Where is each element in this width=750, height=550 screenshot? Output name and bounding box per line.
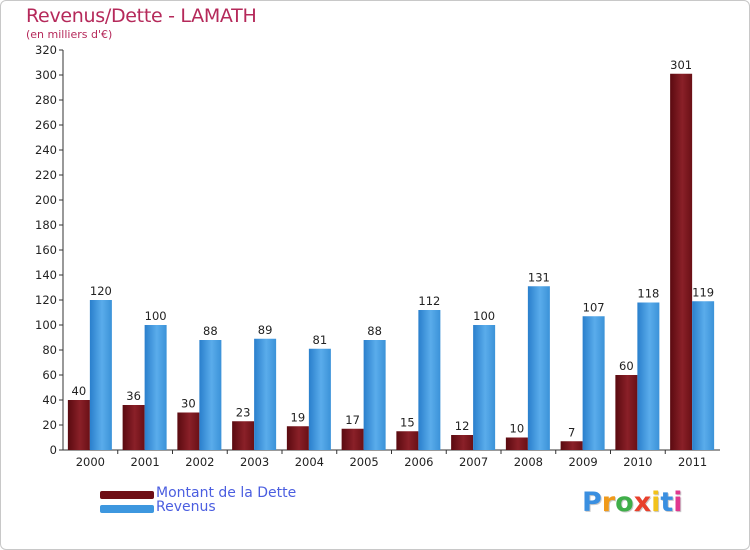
data-label-dette: 12 xyxy=(455,419,470,433)
data-label-revenus: 100 xyxy=(473,309,495,323)
bar-dette xyxy=(615,375,638,450)
x-tick-label: 2003 xyxy=(240,455,269,469)
data-label-dette: 36 xyxy=(126,389,141,403)
chart-title: Revenus/Dette - LAMATH xyxy=(26,5,257,27)
data-label-dette: 7 xyxy=(568,425,575,439)
bar-dette xyxy=(67,400,90,450)
bar-dette xyxy=(505,437,528,450)
bar-revenus xyxy=(692,301,715,450)
bar-dette xyxy=(396,431,419,450)
data-label-dette: 60 xyxy=(619,359,634,373)
y-tick-label: 60 xyxy=(42,368,57,382)
data-label-revenus: 100 xyxy=(145,309,167,323)
y-tick-label: 40 xyxy=(42,393,57,407)
logo-letter: t xyxy=(660,487,674,518)
data-label-revenus: 107 xyxy=(583,300,605,314)
y-tick-label: 120 xyxy=(35,293,57,307)
data-label-dette: 19 xyxy=(291,410,306,424)
data-label-revenus: 119 xyxy=(692,285,714,299)
bar-revenus xyxy=(308,348,331,450)
logo-letter: o xyxy=(615,487,634,518)
data-label-revenus: 89 xyxy=(258,323,273,337)
logo-letter: i xyxy=(673,487,683,518)
bar-revenus xyxy=(89,300,112,450)
bar-dette xyxy=(177,412,200,450)
bar-dette xyxy=(232,421,255,450)
bar-revenus xyxy=(363,340,386,450)
bar-dette xyxy=(122,405,145,450)
y-tick-label: 160 xyxy=(35,243,57,257)
data-label-dette: 301 xyxy=(670,58,692,72)
y-tick-label: 80 xyxy=(42,343,57,357)
x-tick-label: 2000 xyxy=(76,455,105,469)
data-label-dette: 30 xyxy=(181,397,196,411)
data-label-revenus: 131 xyxy=(528,270,550,284)
y-tick-label: 200 xyxy=(35,193,57,207)
data-label-dette: 40 xyxy=(72,384,87,398)
x-tick-label: 2005 xyxy=(349,455,378,469)
y-tick-label: 260 xyxy=(35,118,57,132)
chart-subtitle: (en milliers d'€) xyxy=(26,28,113,41)
x-tick-label: 2006 xyxy=(404,455,433,469)
x-tick-label: 2008 xyxy=(514,455,543,469)
legend-label-revenus: Revenus xyxy=(156,499,216,515)
y-tick-label: 100 xyxy=(35,318,57,332)
logo-letter: i xyxy=(651,487,661,518)
proxiti-logo: Proxiti xyxy=(582,487,683,518)
logo-letter: r xyxy=(601,487,616,518)
data-label-dette: 15 xyxy=(400,415,415,429)
bar-revenus xyxy=(254,338,277,450)
bar-revenus xyxy=(582,316,605,450)
y-tick-label: 180 xyxy=(35,218,57,232)
y-tick-label: 240 xyxy=(35,143,57,157)
bar-revenus xyxy=(473,325,496,450)
x-tick-label: 2001 xyxy=(130,455,159,469)
bar-dette xyxy=(560,441,583,450)
chart-labels: 40 120 36 100 30 88 23 89 19 81 17 88 15 112 12 100 10 13… xyxy=(72,58,715,440)
logo-letter: x xyxy=(633,487,652,518)
y-tick-label: 320 xyxy=(35,43,57,57)
y-tick-label: 280 xyxy=(35,93,57,107)
bar-revenus xyxy=(418,310,441,450)
data-label-revenus: 88 xyxy=(367,324,382,338)
y-tick-label: 300 xyxy=(35,68,57,82)
data-label-revenus: 88 xyxy=(203,324,218,338)
data-label-revenus: 112 xyxy=(418,294,440,308)
bar-dette xyxy=(286,426,309,450)
bar-dette xyxy=(670,73,693,450)
legend-swatch-dette xyxy=(100,491,154,499)
logo-letter: P xyxy=(582,487,602,518)
x-tick-label: 2002 xyxy=(185,455,214,469)
data-label-dette: 17 xyxy=(345,413,360,427)
chart-axes: 0 20 40 60 80 100 120 140 160 180 200 220 240 260 280 3… xyxy=(35,43,720,469)
chart-bars xyxy=(67,73,715,450)
data-label-dette: 10 xyxy=(510,422,525,436)
x-tick-label: 2007 xyxy=(459,455,488,469)
data-label-revenus: 118 xyxy=(637,287,659,301)
bar-revenus xyxy=(144,325,167,450)
data-label-dette: 23 xyxy=(236,405,251,419)
legend-label-dette: Montant de la Dette xyxy=(156,485,297,501)
x-tick-label: 2011 xyxy=(678,455,707,469)
x-tick-label: 2010 xyxy=(623,455,652,469)
bar-dette xyxy=(341,428,364,450)
legend-swatch-revenus xyxy=(100,505,154,513)
y-tick-label: 220 xyxy=(35,168,57,182)
bar-revenus xyxy=(527,286,550,450)
bar-revenus xyxy=(637,302,660,450)
x-tick-label: 2009 xyxy=(568,455,597,469)
y-tick-label: 140 xyxy=(35,268,57,282)
y-tick-label: 20 xyxy=(42,418,57,432)
bar-revenus xyxy=(199,340,222,450)
data-label-revenus: 81 xyxy=(313,333,328,347)
data-label-revenus: 120 xyxy=(90,284,112,298)
x-tick-label: 2004 xyxy=(295,455,324,469)
y-tick-label: 0 xyxy=(50,443,57,457)
bar-dette xyxy=(451,435,474,450)
